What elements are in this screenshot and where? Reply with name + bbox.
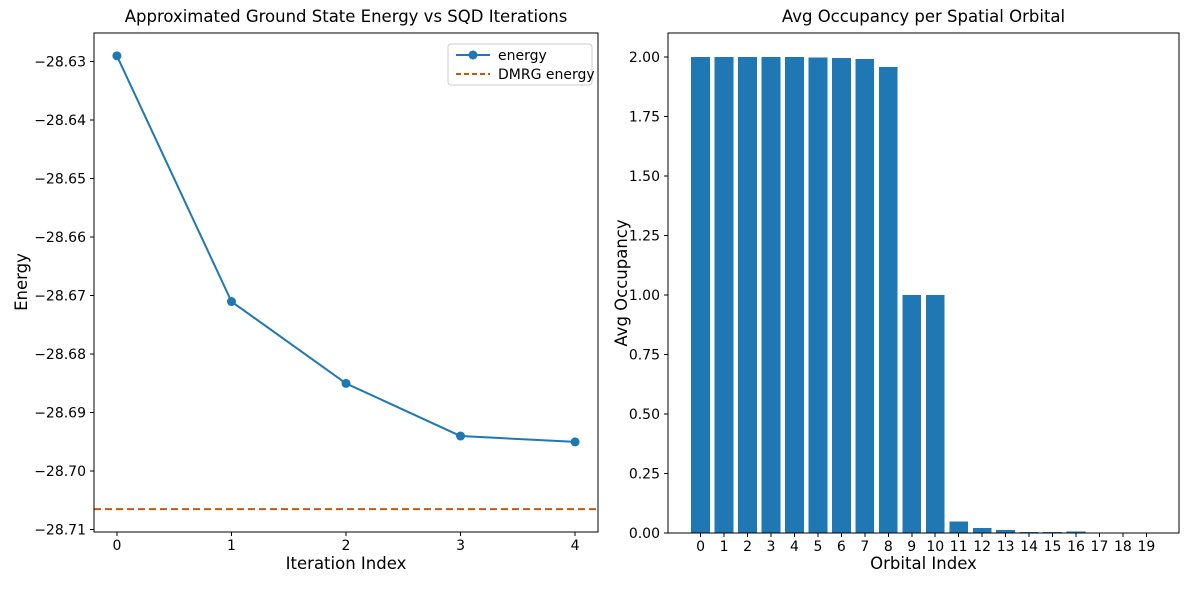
occupancy-bar bbox=[996, 530, 1016, 533]
right-x-tick-label: 9 bbox=[907, 539, 916, 555]
left-yaxis-label: Energy bbox=[11, 253, 31, 311]
left-y-tick-label: −28.70 bbox=[34, 464, 86, 480]
right-yaxis-label: Avg Occupancy bbox=[611, 219, 631, 347]
right-x-tick-label: 14 bbox=[1020, 539, 1038, 555]
right-y-tick-label: 0.75 bbox=[629, 347, 660, 363]
right-y-tick-label: 1.00 bbox=[629, 288, 660, 304]
right-x-tick-label: 7 bbox=[860, 539, 869, 555]
occupancy-bar bbox=[691, 56, 710, 534]
energy-data-point bbox=[570, 437, 580, 447]
right-y-tick-label: 0.25 bbox=[629, 466, 660, 482]
occupancy-bar bbox=[831, 57, 851, 534]
legend-label: energy bbox=[498, 48, 547, 64]
left-chart-spines bbox=[93, 32, 599, 533]
left-chart-title: Approximated Ground State Energy vs SQD … bbox=[124, 7, 568, 26]
left-x-tick-label: 3 bbox=[456, 538, 465, 554]
right-y-tick-label: 1.25 bbox=[629, 228, 660, 244]
occupancy-bar bbox=[738, 56, 757, 534]
legend-label: DMRG energy bbox=[498, 67, 595, 83]
right-y-tick-label: 0.00 bbox=[629, 526, 660, 542]
left-y-tick-label: −28.63 bbox=[34, 55, 86, 71]
right-x-tick-label: 5 bbox=[813, 539, 822, 555]
right-x-tick-label: 17 bbox=[1091, 539, 1109, 555]
right-xaxis-label: Orbital Index bbox=[870, 554, 977, 573]
occupancy-bar bbox=[1066, 531, 1086, 533]
occupancy-bar bbox=[714, 56, 734, 534]
right-chart-title: Avg Occupancy per Spatial Orbital bbox=[781, 7, 1066, 26]
right-x-tick-label: 8 bbox=[884, 539, 893, 555]
energy-data-point bbox=[456, 431, 466, 441]
right-chart-spines bbox=[667, 32, 1180, 534]
occupancy-bar bbox=[878, 67, 898, 534]
right-y-tick-label: 0.50 bbox=[629, 407, 660, 423]
left-y-tick-label: −28.67 bbox=[34, 289, 86, 305]
right-x-tick-label: 3 bbox=[767, 539, 776, 555]
right-x-tick-label: 16 bbox=[1067, 539, 1085, 555]
right-x-tick-label: 13 bbox=[997, 539, 1015, 555]
occupancy-bar bbox=[855, 59, 875, 533]
occupancy-bar bbox=[949, 521, 969, 533]
energy-data-point bbox=[226, 297, 236, 307]
left-x-tick-label: 0 bbox=[112, 538, 121, 554]
energy-data-point bbox=[341, 378, 351, 388]
occupancy-bar bbox=[902, 294, 922, 533]
left-xaxis-label: Iteration Index bbox=[285, 554, 407, 573]
left-y-tick-label: −28.64 bbox=[34, 113, 86, 129]
left-y-tick-label: −28.68 bbox=[34, 347, 86, 363]
right-x-tick-label: 2 bbox=[743, 539, 752, 555]
right-x-tick-label: 4 bbox=[790, 539, 799, 555]
right-x-tick-label: 6 bbox=[837, 539, 846, 555]
left-x-tick-label: 2 bbox=[342, 538, 351, 554]
left-x-tick-label: 4 bbox=[571, 538, 580, 554]
left-y-tick-label: −28.65 bbox=[34, 172, 86, 188]
legend-marker-sample bbox=[468, 50, 478, 60]
occupancy-bar bbox=[972, 527, 992, 533]
occupancy-bar bbox=[925, 294, 945, 533]
right-x-tick-label: 12 bbox=[973, 539, 991, 555]
right-y-tick-label: 1.75 bbox=[629, 109, 660, 125]
occupancy-bar bbox=[808, 57, 828, 534]
left-y-tick-label: −28.71 bbox=[34, 523, 86, 539]
right-x-tick-label: 18 bbox=[1114, 539, 1132, 555]
right-x-tick-label: 0 bbox=[696, 539, 705, 555]
right-x-tick-label: 11 bbox=[950, 539, 968, 555]
energy-data-point bbox=[112, 51, 122, 61]
right-y-tick-label: 1.50 bbox=[629, 169, 660, 185]
right-x-tick-label: 15 bbox=[1044, 539, 1062, 555]
left-x-tick-label: 1 bbox=[227, 538, 236, 554]
right-x-tick-label: 1 bbox=[720, 539, 729, 555]
right-x-tick-label: 10 bbox=[926, 539, 944, 555]
right-x-tick-label: 19 bbox=[1137, 539, 1155, 555]
occupancy-bar bbox=[1019, 531, 1039, 533]
occupancy-bar bbox=[1043, 531, 1062, 533]
occupancy-bar bbox=[785, 57, 804, 534]
right-y-tick-label: 2.00 bbox=[629, 50, 660, 66]
left-y-tick-label: −28.66 bbox=[34, 230, 86, 246]
left-y-tick-label: −28.69 bbox=[34, 406, 86, 422]
occupancy-bar bbox=[761, 57, 781, 534]
